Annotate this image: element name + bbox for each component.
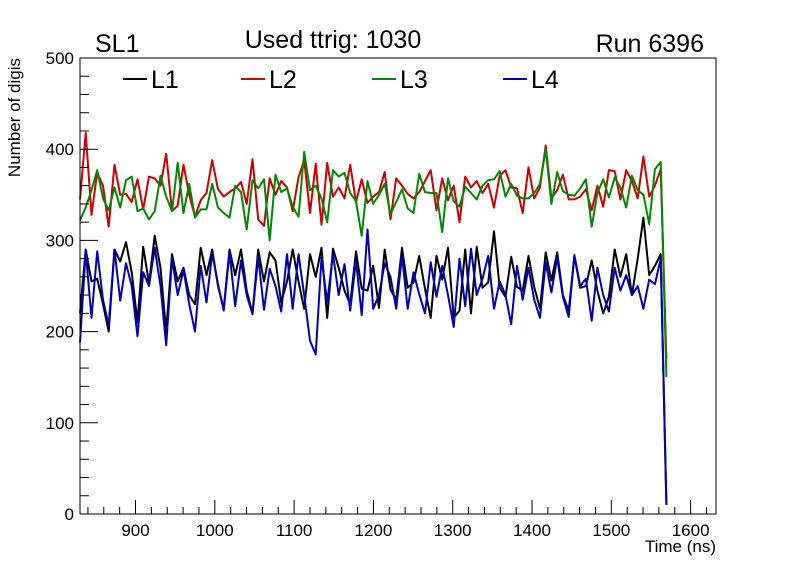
x-axis-label: Time (ns) (645, 537, 716, 556)
x-tick-label: 1200 (355, 521, 393, 540)
legend-label-l1: L1 (151, 66, 179, 94)
y-tick-label: 400 (46, 140, 74, 159)
series-layer (79, 131, 668, 505)
x-tick-label: 1300 (434, 521, 472, 540)
y-tick-label: 300 (46, 231, 74, 250)
legend-label-l4: L4 (531, 66, 559, 94)
y-tick-label: 200 (46, 323, 74, 342)
x-tick-label: 1400 (513, 521, 551, 540)
legend: L1 L2 L3 L4 (123, 66, 559, 94)
x-tick-label: 900 (121, 521, 149, 540)
series-line-l4 (79, 228, 668, 505)
plot-frame (79, 57, 717, 515)
y-axis-label: Number of digis (5, 58, 24, 177)
series-line-l2 (79, 131, 668, 360)
x-tick-label: 1100 (276, 521, 313, 540)
chart-title: Used ttrig: 1030 (245, 26, 422, 54)
series-line-l3 (79, 148, 668, 378)
x-tick-label: 1500 (592, 521, 630, 540)
legend-label-l3: L3 (400, 66, 428, 94)
corner-label-left: SL1 (95, 30, 139, 58)
y-tick-label: 100 (46, 414, 74, 433)
y-tick-label: 0 (65, 505, 74, 524)
axes-layer: 900 1000 1100 1200 1300 1400 1500 1600 0 100 200 30… (46, 49, 710, 540)
x-tick-label: 1000 (196, 521, 234, 540)
corner-label-right: Run 6396 (596, 30, 704, 58)
legend-label-l2: L2 (269, 66, 297, 94)
x-tick-label: 1600 (672, 521, 710, 540)
y-tick-label: 500 (46, 49, 74, 68)
